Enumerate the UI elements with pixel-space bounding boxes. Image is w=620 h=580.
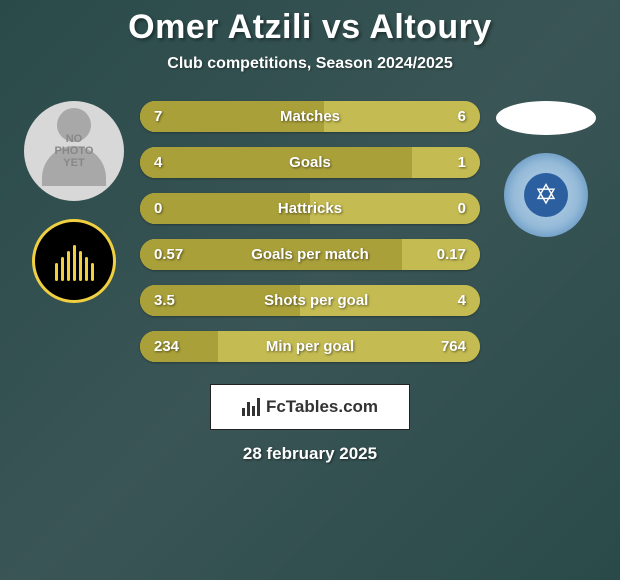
player-right-club-badge: ✡	[504, 153, 588, 237]
star-icon: ✡	[534, 181, 557, 209]
player-left-avatar: NOPHOTOYET	[24, 101, 124, 201]
stat-label: Shots per goal	[175, 292, 458, 309]
right-player-column: ✡	[486, 101, 606, 237]
stat-label: Matches	[162, 108, 457, 125]
stat-label: Min per goal	[179, 338, 441, 355]
branding-box: FcTables.com	[210, 384, 410, 430]
stat-row: 0.57Goals per match0.17	[140, 239, 480, 270]
subtitle: Club competitions, Season 2024/2025	[167, 55, 452, 73]
stat-row: 7Matches6	[140, 101, 480, 132]
stat-label: Goals per match	[183, 246, 437, 263]
left-player-column: NOPHOTOYET	[14, 101, 134, 303]
stat-value-left: 0.57	[154, 246, 183, 263]
no-photo-label: NOPHOTOYET	[55, 133, 94, 169]
stat-value-left: 0	[154, 200, 162, 217]
stat-value-right: 1	[458, 154, 466, 171]
page-title: Omer Atzili vs Altoury	[128, 8, 492, 47]
stat-label: Goals	[162, 154, 457, 171]
stat-value-right: 4	[458, 292, 466, 309]
branding-label: FcTables.com	[266, 397, 378, 417]
stat-value-right: 764	[441, 338, 466, 355]
stat-value-left: 7	[154, 108, 162, 125]
stat-value-left: 234	[154, 338, 179, 355]
player-right-avatar	[496, 101, 596, 135]
stats-area: NOPHOTOYET 7Matches64Goals10Hattricks00.…	[0, 101, 620, 362]
stat-value-right: 0.17	[437, 246, 466, 263]
stat-row: 234Min per goal764	[140, 331, 480, 362]
player-left-club-badge	[32, 219, 116, 303]
stat-label: Hattricks	[162, 200, 457, 217]
stat-bars: 7Matches64Goals10Hattricks00.57Goals per…	[140, 101, 480, 362]
stat-row: 4Goals1	[140, 147, 480, 178]
stat-value-right: 0	[458, 200, 466, 217]
bar-chart-icon	[242, 398, 260, 416]
footer-date: 28 february 2025	[243, 444, 377, 464]
stat-row: 0Hattricks0	[140, 193, 480, 224]
comparison-card: Omer Atzili vs Altoury Club competitions…	[0, 0, 620, 580]
menorah-icon	[54, 241, 94, 281]
stat-value-right: 6	[458, 108, 466, 125]
stat-value-left: 4	[154, 154, 162, 171]
stat-row: 3.5Shots per goal4	[140, 285, 480, 316]
stat-value-left: 3.5	[154, 292, 175, 309]
